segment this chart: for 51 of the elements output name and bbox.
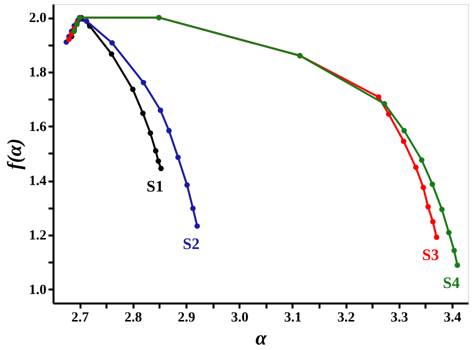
- x-tick-label: 3.1: [284, 310, 302, 326]
- point: [66, 36, 72, 42]
- point: [451, 248, 457, 254]
- point: [152, 148, 158, 154]
- point: [401, 128, 407, 134]
- x-tick-label: 3.2: [337, 310, 355, 326]
- point: [158, 108, 164, 114]
- y-tick-label: 1.8: [29, 65, 46, 80]
- y-axis-title: f(α): [4, 138, 26, 170]
- x-tick-label: 2.7: [71, 310, 89, 326]
- point: [148, 130, 154, 136]
- point: [158, 166, 164, 172]
- point: [175, 154, 181, 160]
- point: [434, 234, 440, 240]
- series-label: S4: [442, 275, 460, 292]
- y-tick-label: 1.2: [29, 228, 46, 244]
- point: [418, 157, 424, 163]
- x-tick-label: 2.8: [124, 310, 142, 326]
- y-tick-label: 1.6: [29, 120, 46, 135]
- x-tick-label: 3.3: [390, 310, 408, 326]
- y-tick-label: 2.0: [29, 11, 46, 26]
- x-tick-label: 2.9: [178, 310, 196, 326]
- point: [109, 40, 115, 46]
- point: [166, 128, 172, 134]
- point: [382, 101, 388, 106]
- point: [184, 182, 190, 188]
- point: [446, 230, 452, 236]
- point: [156, 158, 162, 164]
- point: [130, 86, 136, 92]
- point: [413, 164, 419, 170]
- point: [140, 80, 146, 86]
- series-label: S3: [422, 247, 440, 264]
- point: [400, 138, 406, 144]
- x-tick-label: 3.4: [444, 310, 462, 326]
- series-label: S2: [182, 236, 200, 254]
- y-tick-label: 1.4: [29, 174, 46, 190]
- point: [108, 51, 114, 57]
- point: [194, 223, 200, 229]
- point: [190, 206, 196, 212]
- point: [425, 204, 431, 210]
- point: [439, 206, 445, 212]
- point: [430, 218, 436, 224]
- point: [140, 110, 146, 116]
- point: [420, 184, 426, 190]
- y-tick-label: 1.0: [29, 282, 46, 298]
- x-axis-title: α: [255, 328, 268, 350]
- series-label: S1: [146, 178, 164, 196]
- x-tick-label: 3.0: [230, 310, 248, 326]
- point: [454, 262, 460, 268]
- point: [430, 181, 436, 187]
- point: [84, 18, 90, 24]
